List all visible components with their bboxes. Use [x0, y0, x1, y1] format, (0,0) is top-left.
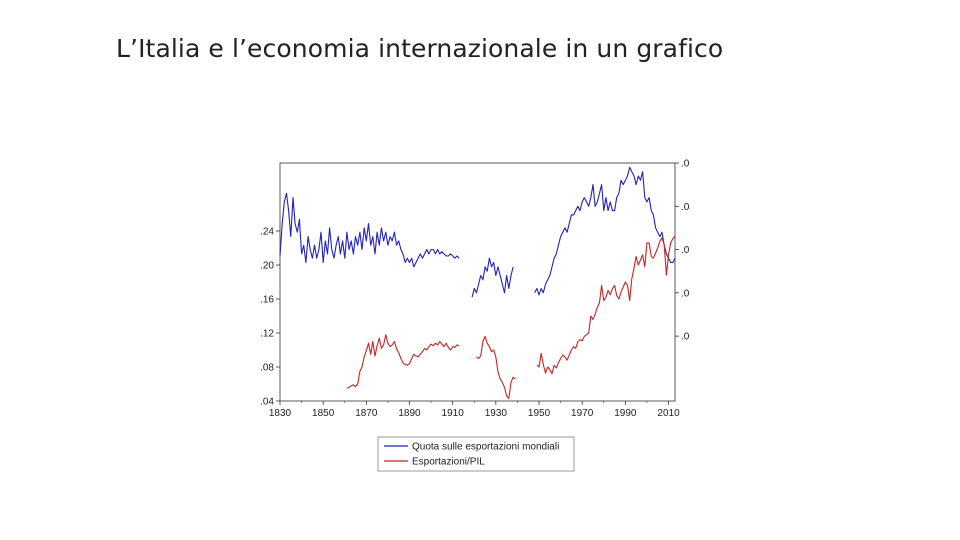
- x-tick-label: 1950: [528, 408, 551, 419]
- left-y-tick-label: .08: [260, 363, 274, 374]
- x-tick-label: 1890: [398, 408, 421, 419]
- x-tick-label: 1970: [571, 408, 594, 419]
- right-y-tick-label: .05: [681, 159, 690, 170]
- series-line-quota-seg-2: [534, 166, 676, 296]
- left-y-tick-label: .24: [260, 227, 274, 238]
- right-y-tick-label: .02: [681, 288, 690, 299]
- chart-plot-area: [279, 166, 676, 400]
- series-line-export-pil-seg-2: [536, 235, 676, 375]
- series-line-export-pil-seg-0: [346, 334, 460, 389]
- x-tick-label: 1930: [485, 408, 508, 419]
- chart-axes: 1830 1850 1870 1890 1910 1930 1950 1970 1990 2010…: [260, 159, 690, 420]
- slide-title: L’Italia e l’economia internazionale in …: [116, 34, 724, 63]
- legend-label-quota: Quota sulle esportazioni mondiali: [412, 442, 559, 453]
- left-y-tick-label: .04: [260, 397, 274, 408]
- series-line-quota-seg-1: [471, 257, 514, 298]
- line-chart: 1830 1850 1870 1890 1910 1930 1950 1970 1990 2010…: [260, 159, 690, 472]
- right-y-tick-label: .03: [681, 245, 690, 256]
- x-tick-label: 2010: [657, 408, 680, 419]
- left-y-tick-label: .16: [260, 295, 274, 306]
- series-line-quota-seg-0: [279, 192, 460, 268]
- x-tick-label: 1910: [442, 408, 465, 419]
- legend-label-export-pil: Esportazioni/PIL: [412, 457, 485, 468]
- left-y-tick-label: .20: [260, 261, 274, 272]
- x-tick-label: 1850: [312, 408, 335, 419]
- right-y-tick-label: .01: [681, 332, 690, 343]
- x-tick-label: 1870: [355, 408, 378, 419]
- series-line-export-pil-seg-1: [476, 335, 516, 400]
- chart-legend: Quota sulle esportazioni mondiali Esporta…: [377, 436, 575, 472]
- x-tick-label: 1990: [614, 408, 637, 419]
- right-y-tick-label: .04: [681, 202, 690, 213]
- left-y-tick-label: .12: [260, 329, 274, 340]
- plot-frame: [279, 162, 676, 402]
- x-tick-label: 1830: [269, 408, 292, 419]
- legend-box: [377, 436, 575, 472]
